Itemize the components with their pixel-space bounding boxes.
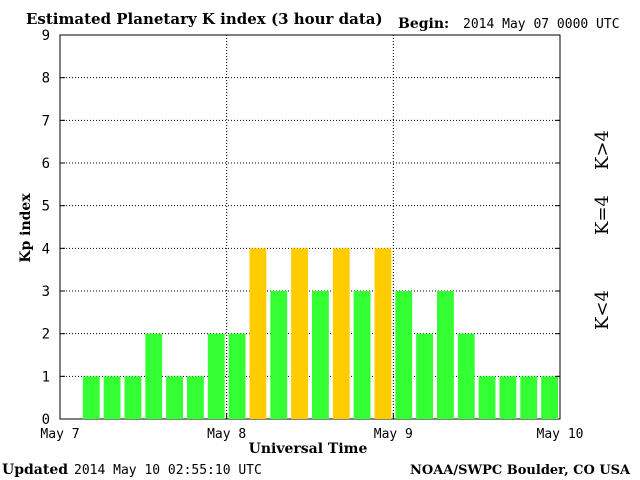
kp-bar [270,291,288,419]
kp-bar [478,376,496,419]
kp-bar [312,291,329,419]
y-tick-label: 3 [42,284,50,300]
y-tick-label: 1 [42,369,50,385]
kp-bar [520,376,538,419]
y-tick-label: 8 [42,71,50,87]
kp-bar [249,248,267,419]
y-tick-label: 9 [42,28,50,44]
y-axis-ticks: 0 1 2 3 4 5 6 7 8 9 [42,28,560,428]
y-tick-label: 0 [42,412,50,428]
kp-bar [541,376,558,419]
y-tick-label: 6 [42,156,50,172]
y-axis-label: Kp index [18,193,34,263]
kp-bar [374,248,392,419]
x-tick-label: May 8 [207,427,246,442]
kp-bar [416,333,433,419]
kp-bar [187,376,204,419]
grid [60,35,560,419]
kp-bar [332,248,350,419]
kp-bar [457,333,475,419]
x-axis-ticks: May 7 May 8 May 9 May 10 [40,413,583,442]
y-tick-label: 5 [42,199,50,215]
begin-value: 2014 May 07 0000 UTC [463,17,620,32]
legend-k-eq-4: K=4 [592,195,613,235]
y-tick-label: 7 [42,113,50,129]
x-tick-label: May 9 [374,427,413,442]
kp-bar [145,333,163,419]
kp-bar [166,376,183,419]
kp-bar [228,333,246,419]
kp-bar [124,376,142,419]
x-tick-label: May 10 [537,427,584,442]
kp-bar [82,376,100,419]
y-tick-label: 2 [42,327,50,343]
y-tick-label: 4 [42,241,50,257]
source-credit: NOAA/SWPC Boulder, CO USA [410,463,631,478]
kp-bar [103,376,121,419]
updated-value: 2014 May 10 02:55:10 UTC [74,463,262,478]
x-tick-label: May 7 [40,427,79,442]
bars [82,248,558,419]
plot-frame [59,34,561,420]
legend-k-less-4: K<4 [592,290,613,330]
kp-bar [291,248,308,419]
kp-bar [207,333,225,419]
x-axis-label: Universal Time [249,441,368,457]
legend-k-greater-4: K>4 [592,130,613,170]
kp-bar [353,291,371,419]
kp-bar [499,376,517,419]
kp-bar [395,291,413,419]
chart-title: Estimated Planetary K index (3 hour data… [26,10,383,28]
updated-label: Updated [2,462,68,478]
begin-label: Begin: [398,16,449,32]
kp-bar [437,291,454,419]
